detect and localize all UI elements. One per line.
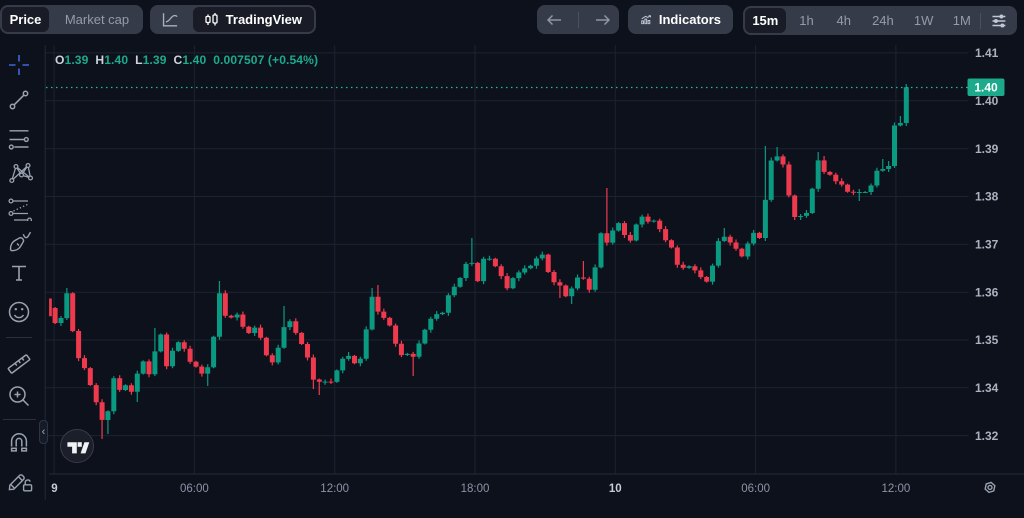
svg-text:06:00: 06:00 xyxy=(741,483,770,495)
svg-text:1.38: 1.38 xyxy=(975,190,999,204)
svg-text:1.35: 1.35 xyxy=(975,333,999,347)
svg-text:10: 10 xyxy=(609,483,622,495)
svg-text:18:00: 18:00 xyxy=(461,483,490,495)
svg-text:12:00: 12:00 xyxy=(320,483,349,495)
svg-text:1.41: 1.41 xyxy=(975,46,999,60)
svg-text:06:00: 06:00 xyxy=(180,483,209,495)
svg-text:1.40: 1.40 xyxy=(974,81,998,95)
svg-text:1.34: 1.34 xyxy=(975,381,999,395)
svg-text:1.36: 1.36 xyxy=(975,285,999,299)
svg-text:1.39: 1.39 xyxy=(975,142,999,156)
svg-text:1.37: 1.37 xyxy=(975,238,999,252)
svg-text:9: 9 xyxy=(51,483,57,495)
svg-text:12:00: 12:00 xyxy=(882,483,911,495)
svg-text:1.40: 1.40 xyxy=(975,94,999,108)
svg-text:1.32: 1.32 xyxy=(975,429,999,443)
